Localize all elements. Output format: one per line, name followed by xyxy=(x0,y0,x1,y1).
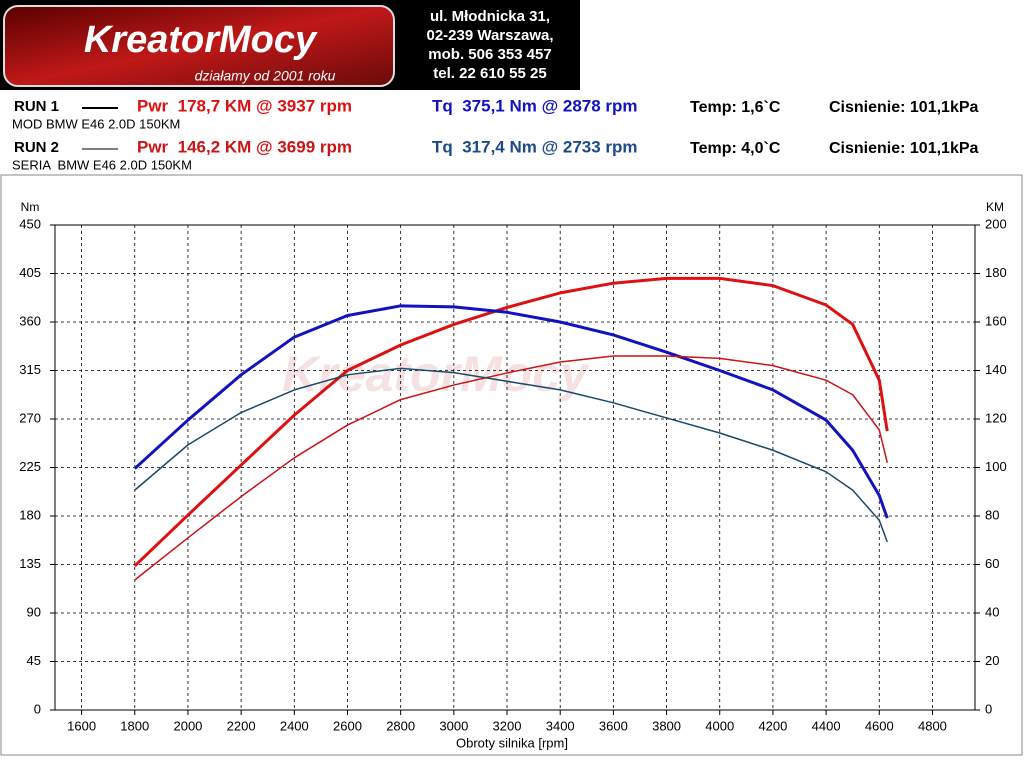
legend-torque: Tq 317,4 Nm @ 2733 rpm xyxy=(432,137,638,156)
y-tick-label: 405 xyxy=(19,265,41,280)
logo: KreatorMocy xyxy=(84,19,318,61)
x-tick-label: 3800 xyxy=(652,718,681,733)
x-tick-label: 4800 xyxy=(918,718,947,733)
y-tick-label: 45 xyxy=(27,653,41,668)
series-line xyxy=(134,355,888,581)
legend-power: Pwr 146,2 KM @ 3699 rpm xyxy=(137,137,352,156)
run-temp: Temp: 1,6`C xyxy=(690,99,781,116)
x-tick-label: 4400 xyxy=(812,718,841,733)
y-axis-label: Nm xyxy=(21,200,40,214)
x-tick-label: 4200 xyxy=(758,718,787,733)
y2-tick-label: 120 xyxy=(985,410,1007,425)
run-label: RUN 2 xyxy=(14,139,59,156)
series-line xyxy=(133,276,889,568)
legend-power: Pwr 178,7 KM @ 3937 rpm xyxy=(137,96,352,115)
address-line: mob. 506 353 457 xyxy=(428,46,551,63)
y-tick-label: 315 xyxy=(19,362,41,377)
y2-axis-label: KM xyxy=(986,200,1004,214)
y-tick-label: 225 xyxy=(19,459,41,474)
plot-frame xyxy=(54,224,976,711)
y2-tick-label: 160 xyxy=(985,313,1007,328)
x-tick-label: 2400 xyxy=(280,718,309,733)
y-tick-label: 270 xyxy=(19,410,41,425)
y2-tick-label: 100 xyxy=(985,459,1007,474)
y2-tick-label: 0 xyxy=(985,701,992,716)
address-line: 02-239 Warszawa, xyxy=(426,27,553,44)
y-tick-label: 180 xyxy=(19,507,41,522)
y2-tick-label: 20 xyxy=(985,653,999,668)
x-tick-label: 1600 xyxy=(67,718,96,733)
x-tick-label: 3400 xyxy=(546,718,575,733)
slogan: działamy od 2001 roku xyxy=(195,68,336,84)
run-description: MOD BMW E46 2.0D 150KM xyxy=(12,116,180,131)
chart-panel xyxy=(0,174,1023,756)
run-description: SERIA BMW E46 2.0D 150KM xyxy=(12,157,192,172)
run-label: RUN 1 xyxy=(14,98,59,115)
y2-tick-label: 200 xyxy=(985,216,1007,231)
y2-tick-label: 140 xyxy=(985,362,1007,377)
y-tick-label: 450 xyxy=(19,216,41,231)
x-tick-label: 2000 xyxy=(173,718,202,733)
x-tick-label: 3200 xyxy=(493,718,522,733)
logo-box xyxy=(3,5,395,87)
y-tick-label: 360 xyxy=(19,313,41,328)
x-tick-label: 3000 xyxy=(439,718,468,733)
legend-torque: Tq 375,1 Nm @ 2878 rpm xyxy=(432,96,638,115)
y2-tick-label: 180 xyxy=(985,265,1007,280)
x-tick-label: 4000 xyxy=(705,718,734,733)
run-pressure: Cisnienie: 101,1kPa xyxy=(829,99,979,116)
x-tick-label: 4600 xyxy=(865,718,894,733)
y-tick-label: 90 xyxy=(27,604,41,619)
address-line: tel. 22 610 55 25 xyxy=(433,65,546,82)
x-tick-label: 2200 xyxy=(227,718,256,733)
x-tick-label: 2800 xyxy=(386,718,415,733)
x-tick-label: 2600 xyxy=(333,718,362,733)
series-line xyxy=(133,304,889,519)
run-temp: Temp: 4,0`C xyxy=(690,140,781,157)
address-line: ul. Młodnicka 31, xyxy=(430,8,550,25)
x-tick-label: 3600 xyxy=(599,718,628,733)
x-tick-label: 1800 xyxy=(120,718,149,733)
watermark: KreatorMocy xyxy=(282,346,590,402)
x-axis-label: Obroty silnika [rpm] xyxy=(456,735,568,750)
y-tick-label: 135 xyxy=(19,556,41,571)
run-pressure: Cisnienie: 101,1kPa xyxy=(829,140,979,157)
y2-tick-label: 60 xyxy=(985,556,999,571)
y2-tick-label: 80 xyxy=(985,507,999,522)
series-line xyxy=(134,367,888,543)
y2-tick-label: 40 xyxy=(985,604,999,619)
y-tick-label: 0 xyxy=(34,701,41,716)
